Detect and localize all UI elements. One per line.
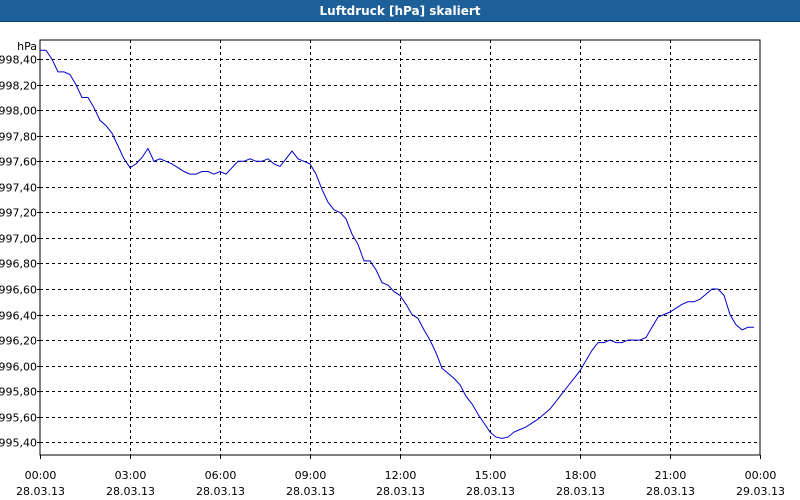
y-tick-label: 998,40	[0, 54, 37, 67]
y-tick-label: 995,60	[0, 412, 37, 425]
y-tick-label: 996,40	[0, 310, 37, 323]
x-tick-date-label: 28.03.13	[646, 485, 695, 498]
y-tick-label: 997,60	[0, 156, 37, 169]
x-tick-date-label: 28.03.13	[286, 485, 335, 498]
x-tick-time-label: 06:00	[205, 469, 237, 482]
grid-lines	[40, 40, 760, 455]
y-tick-label: 998,20	[0, 80, 37, 93]
y-tick-label: 996,20	[0, 335, 37, 348]
y-tick-label: 996,60	[0, 284, 37, 297]
window-title: Luftdruck [hPa] skaliert	[0, 0, 800, 22]
x-tick-time-label: 15:00	[475, 469, 507, 482]
x-tick-date-label: 28.03.13	[106, 485, 155, 498]
x-tick-time-label: 21:00	[655, 469, 687, 482]
x-tick-time-label: 09:00	[295, 469, 327, 482]
x-tick-date-label: 28.03.13	[376, 485, 425, 498]
y-tick-label: 996,00	[0, 361, 37, 374]
series-layer	[40, 49, 754, 439]
y-tick-label: 997,80	[0, 131, 37, 144]
y-axis-ticks: 998,40 998,20 998,00 997,80 997,60 997,40 997,…	[0, 54, 40, 450]
y-tick-label: 995,40	[0, 437, 37, 450]
x-tick-time-label: 18:00	[565, 469, 597, 482]
x-tick-time-label: 00:00	[745, 469, 777, 482]
x-tick-time-label: 12:00	[385, 469, 417, 482]
y-tick-label: 997,20	[0, 207, 37, 220]
plot-area	[39, 39, 761, 456]
x-tick-date-label: 28.03.13	[196, 485, 245, 498]
x-axis-ticks: 00:00 28.03.13 03:00 28.03.13 06:00 28.03.13 0…	[16, 455, 785, 498]
x-tick-date-label: 29.03.13	[736, 485, 785, 498]
pressure-series-line	[40, 49, 754, 439]
x-tick-time-label: 00:00	[25, 469, 57, 482]
x-tick-date-label: 28.03.13	[16, 485, 65, 498]
y-tick-label: 997,40	[0, 182, 37, 195]
y-axis-label: hPa	[17, 40, 37, 53]
y-tick-label: 995,80	[0, 386, 37, 399]
x-tick-time-label: 03:00	[115, 469, 147, 482]
y-tick-label: 996,80	[0, 258, 37, 271]
x-tick-date-label: 28.03.13	[466, 485, 515, 498]
x-tick-date-label: 28.03.13	[556, 485, 605, 498]
y-tick-label: 998,00	[0, 105, 37, 118]
y-tick-label: 997,00	[0, 233, 37, 246]
